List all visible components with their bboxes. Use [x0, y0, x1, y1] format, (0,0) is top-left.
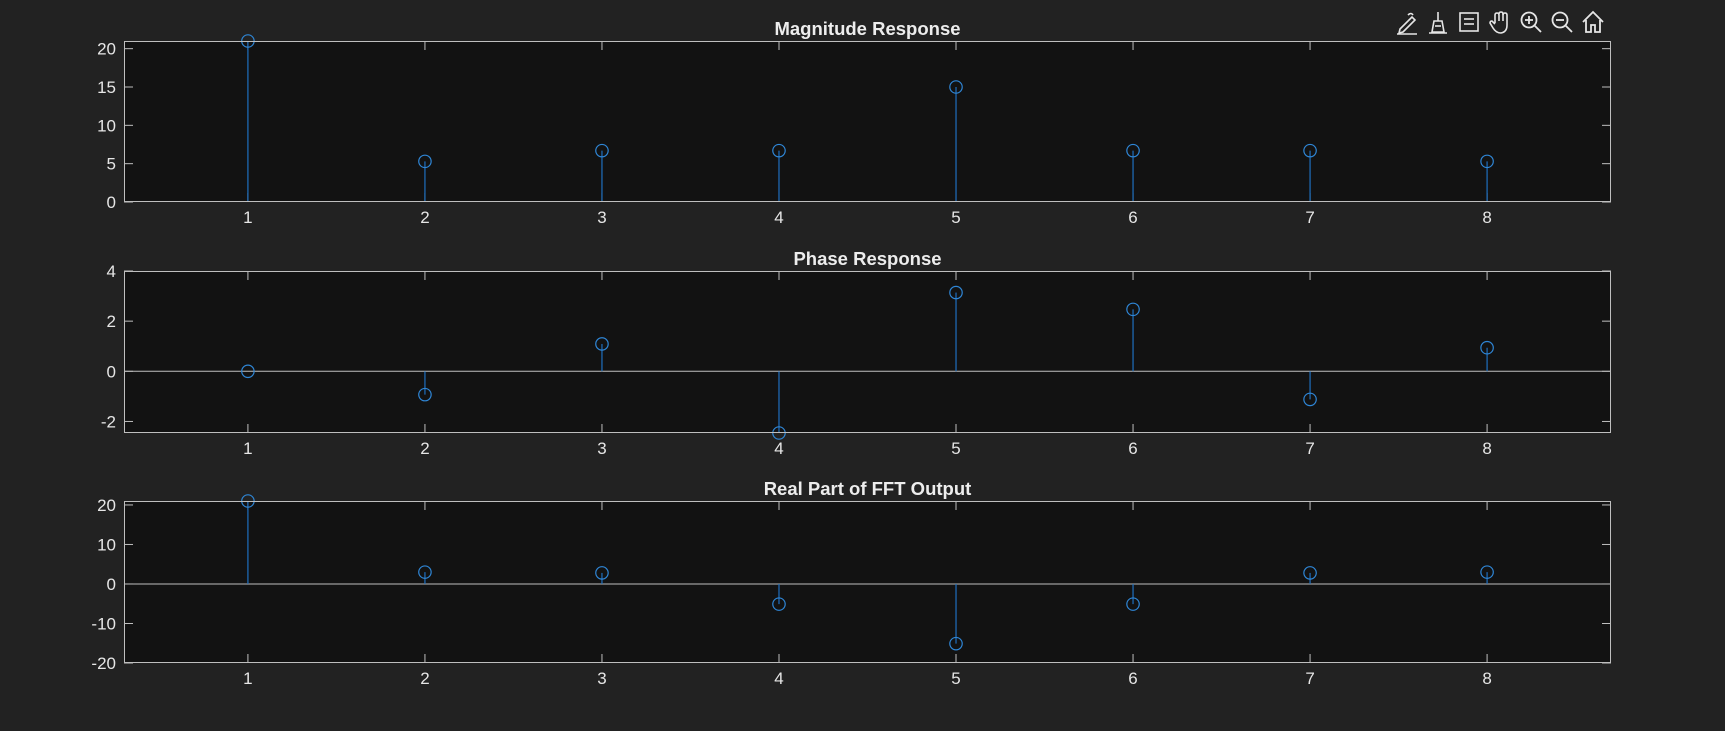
y-tick-label: -20 [91, 654, 116, 673]
stem-marker [418, 154, 432, 169]
stem-marker [1126, 143, 1140, 158]
y-tick-label: 4 [107, 262, 116, 281]
stem-marker [595, 337, 609, 351]
zoom-in-icon [1518, 9, 1544, 40]
axes-toolbar [1392, 8, 1608, 40]
axes-title: Real Part of FFT Output [764, 478, 972, 499]
stem-marker [1303, 143, 1317, 158]
x-tick-label: 2 [420, 208, 429, 227]
axes-background [124, 501, 1611, 663]
axes-background [124, 271, 1611, 433]
x-tick-label: 5 [951, 439, 960, 458]
x-tick-label: 3 [597, 208, 606, 227]
stem-marker [949, 285, 963, 300]
y-tick-label: 10 [97, 116, 116, 135]
stem-marker [949, 80, 963, 94]
y-tick-label: 0 [107, 193, 116, 212]
y-tick-label: 20 [97, 40, 116, 59]
x-tick-label: 8 [1482, 669, 1491, 688]
axes-title: Magnitude Response [774, 18, 960, 39]
x-tick-label: 1 [243, 669, 252, 688]
data-tips-button[interactable] [1454, 9, 1484, 39]
x-tick-label: 4 [774, 208, 783, 227]
stem-marker [595, 566, 609, 580]
data-tips-icon [1456, 9, 1482, 40]
x-tick-label: 3 [597, 669, 606, 688]
zoom-out-icon [1549, 9, 1575, 40]
y-tick-label: 2 [107, 312, 116, 331]
home-icon [1580, 9, 1606, 40]
zoom-in-button[interactable] [1516, 9, 1546, 39]
x-tick-label: 6 [1128, 669, 1137, 688]
stem-marker [1303, 566, 1317, 580]
stem-marker [1126, 302, 1140, 317]
x-tick-label: 3 [597, 439, 606, 458]
stem-marker [772, 597, 786, 611]
stem-marker [1480, 340, 1494, 355]
stem-marker [1303, 392, 1317, 407]
brush-icon [1425, 9, 1451, 40]
stem-marker [949, 636, 963, 651]
axes-1: Magnitude Response 0 5 10 15 20 1 2 3 4 5 6 7 8 [97, 18, 1611, 227]
edit-plot-icon [1394, 9, 1420, 40]
stem-marker [1480, 565, 1494, 579]
x-tick-label: 1 [243, 208, 252, 227]
axes-3: Real Part of FFT Output -20 -10 0 10 20 1 2 3 4 5 6… [91, 478, 1611, 688]
stem-marker [418, 565, 432, 579]
home-button[interactable] [1578, 9, 1608, 39]
axes-background [124, 41, 1611, 202]
x-tick-label: 4 [774, 669, 783, 688]
x-tick-label: 1 [243, 439, 252, 458]
pan-button[interactable] [1485, 9, 1515, 39]
pan-icon [1487, 9, 1513, 40]
x-tick-label: 5 [951, 208, 960, 227]
stem-marker [1126, 597, 1140, 611]
y-tick-label: -10 [91, 614, 116, 633]
y-tick-label: 10 [97, 535, 116, 554]
brush-button[interactable] [1423, 9, 1453, 39]
axes-2: Phase Response -2 0 2 4 1 2 3 4 5 6 7 8 [101, 248, 1611, 458]
x-tick-label: 8 [1482, 439, 1491, 458]
axes-box [124, 271, 1611, 433]
x-tick-label: 6 [1128, 208, 1137, 227]
y-tick-label: 0 [107, 575, 116, 594]
y-tick-label: 20 [97, 496, 116, 515]
x-tick-label: 2 [420, 669, 429, 688]
axes-title: Phase Response [793, 248, 941, 269]
stem-marker [772, 143, 786, 158]
x-tick-label: 7 [1305, 669, 1314, 688]
x-tick-label: 5 [951, 669, 960, 688]
stem-marker [241, 364, 255, 379]
stem-marker [595, 143, 609, 158]
edit-plot-button[interactable] [1392, 9, 1422, 39]
x-tick-label: 7 [1305, 208, 1314, 227]
axes-box [124, 501, 1611, 663]
x-tick-label: 4 [774, 439, 783, 458]
stem-marker [418, 387, 432, 402]
y-tick-label: 5 [107, 155, 116, 174]
stem-marker [1480, 154, 1494, 169]
y-tick-label: 15 [97, 78, 116, 97]
y-tick-label: -2 [101, 412, 116, 431]
axes-box [124, 41, 1611, 202]
zoom-out-button[interactable] [1547, 9, 1577, 39]
x-tick-label: 6 [1128, 439, 1137, 458]
x-tick-label: 2 [420, 439, 429, 458]
y-tick-label: 0 [107, 362, 116, 381]
x-tick-label: 7 [1305, 439, 1314, 458]
x-tick-label: 8 [1482, 208, 1491, 227]
